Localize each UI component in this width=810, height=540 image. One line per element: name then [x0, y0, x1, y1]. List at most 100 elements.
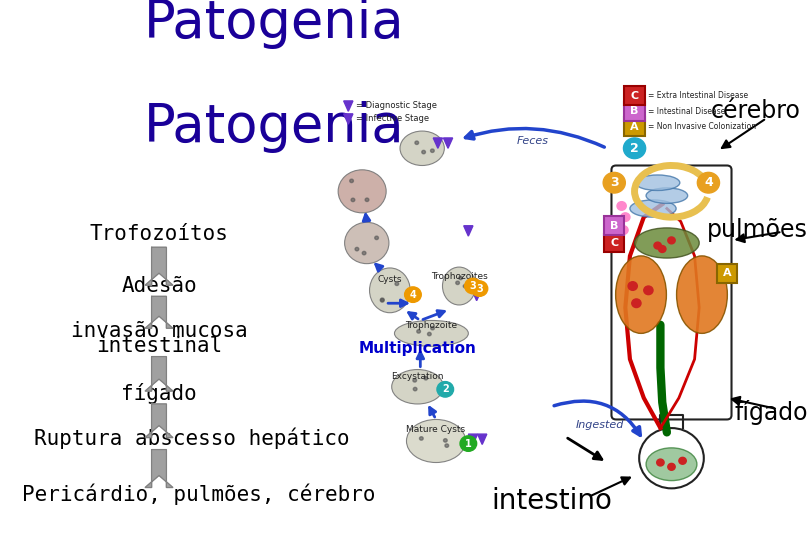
Circle shape	[360, 249, 364, 252]
Circle shape	[644, 286, 653, 295]
Text: A: A	[630, 122, 639, 132]
Polygon shape	[478, 434, 487, 444]
Circle shape	[427, 147, 431, 151]
Circle shape	[428, 437, 433, 441]
Text: 3: 3	[470, 281, 476, 291]
Ellipse shape	[634, 228, 699, 258]
Circle shape	[471, 281, 488, 296]
Circle shape	[667, 237, 676, 244]
Circle shape	[394, 286, 398, 289]
Ellipse shape	[616, 256, 667, 333]
Circle shape	[381, 282, 385, 286]
Circle shape	[697, 172, 719, 193]
Circle shape	[405, 287, 421, 302]
Text: A: A	[723, 268, 731, 278]
FancyArrowPatch shape	[554, 401, 640, 435]
Text: invasão mucosa: invasão mucosa	[70, 321, 247, 341]
Circle shape	[617, 201, 626, 210]
FancyBboxPatch shape	[717, 264, 737, 282]
Text: Trofozoítos: Trofozoítos	[90, 225, 228, 245]
Circle shape	[415, 328, 419, 332]
Text: Mature Cysts: Mature Cysts	[407, 426, 466, 435]
FancyBboxPatch shape	[604, 217, 625, 235]
Circle shape	[365, 185, 369, 189]
Circle shape	[413, 138, 416, 141]
Circle shape	[624, 138, 646, 159]
Text: = Extra Intestinal Disease: = Extra Intestinal Disease	[649, 91, 748, 100]
Circle shape	[460, 436, 476, 451]
Ellipse shape	[392, 369, 443, 404]
Text: = Non Invasive Colonization: = Non Invasive Colonization	[649, 122, 757, 131]
Ellipse shape	[630, 200, 676, 217]
Text: = Intestinal Disease: = Intestinal Disease	[649, 107, 726, 116]
Ellipse shape	[344, 222, 389, 264]
Ellipse shape	[442, 267, 475, 305]
Text: C: C	[630, 91, 638, 101]
Circle shape	[632, 299, 641, 308]
Circle shape	[659, 246, 666, 253]
Circle shape	[414, 386, 418, 389]
Circle shape	[667, 463, 676, 470]
FancyBboxPatch shape	[625, 102, 645, 121]
Text: cérebro: cérebro	[711, 99, 801, 123]
Text: Trophozoite: Trophozoite	[405, 321, 458, 330]
Circle shape	[464, 281, 468, 285]
Circle shape	[654, 242, 661, 249]
Text: Adesão: Adesão	[122, 276, 197, 296]
Circle shape	[450, 278, 454, 281]
Circle shape	[436, 330, 440, 334]
Circle shape	[368, 181, 372, 185]
Circle shape	[373, 233, 376, 237]
Circle shape	[348, 193, 352, 197]
FancyBboxPatch shape	[604, 233, 625, 253]
Text: Feces: Feces	[517, 136, 549, 146]
FancyArrowPatch shape	[466, 129, 604, 147]
Circle shape	[442, 441, 446, 444]
Text: 2: 2	[630, 142, 639, 155]
Ellipse shape	[646, 188, 688, 204]
Circle shape	[445, 329, 449, 333]
Text: Ingested: Ingested	[575, 420, 624, 430]
Circle shape	[428, 384, 432, 387]
Polygon shape	[464, 226, 473, 236]
Text: 1: 1	[465, 438, 471, 449]
Text: fígado: fígado	[735, 400, 808, 425]
Text: 2: 2	[442, 384, 449, 394]
Polygon shape	[468, 434, 478, 444]
Polygon shape	[145, 450, 173, 488]
Polygon shape	[443, 138, 453, 148]
Circle shape	[465, 278, 481, 294]
Ellipse shape	[394, 320, 468, 346]
Polygon shape	[343, 114, 353, 124]
Text: pulmões: pulmões	[707, 218, 808, 242]
Polygon shape	[145, 404, 173, 437]
Circle shape	[436, 443, 439, 446]
Polygon shape	[343, 101, 353, 111]
Circle shape	[415, 138, 419, 141]
Text: = Diagnostic Stage: = Diagnostic Stage	[356, 101, 437, 110]
Text: B: B	[610, 221, 618, 231]
Text: 4: 4	[704, 176, 713, 189]
Polygon shape	[145, 247, 173, 285]
Ellipse shape	[676, 256, 727, 333]
Circle shape	[679, 457, 686, 464]
Polygon shape	[145, 356, 173, 391]
Circle shape	[620, 213, 630, 221]
Circle shape	[388, 283, 391, 287]
Text: Patogenia: Patogenia	[144, 101, 405, 153]
Ellipse shape	[400, 131, 445, 165]
Text: Patogenia: Patogenia	[144, 0, 405, 49]
Text: intestinal: intestinal	[96, 336, 222, 356]
Ellipse shape	[636, 175, 680, 191]
Circle shape	[417, 392, 420, 395]
Polygon shape	[433, 138, 442, 148]
Ellipse shape	[369, 268, 410, 313]
Polygon shape	[472, 291, 481, 301]
Circle shape	[458, 281, 462, 285]
Circle shape	[357, 232, 361, 235]
Text: B: B	[630, 106, 639, 116]
Text: 3: 3	[476, 284, 483, 294]
Text: fígado: fígado	[122, 383, 197, 404]
Text: = Infective Stage: = Infective Stage	[356, 113, 428, 123]
Text: Cysts: Cysts	[377, 275, 402, 284]
